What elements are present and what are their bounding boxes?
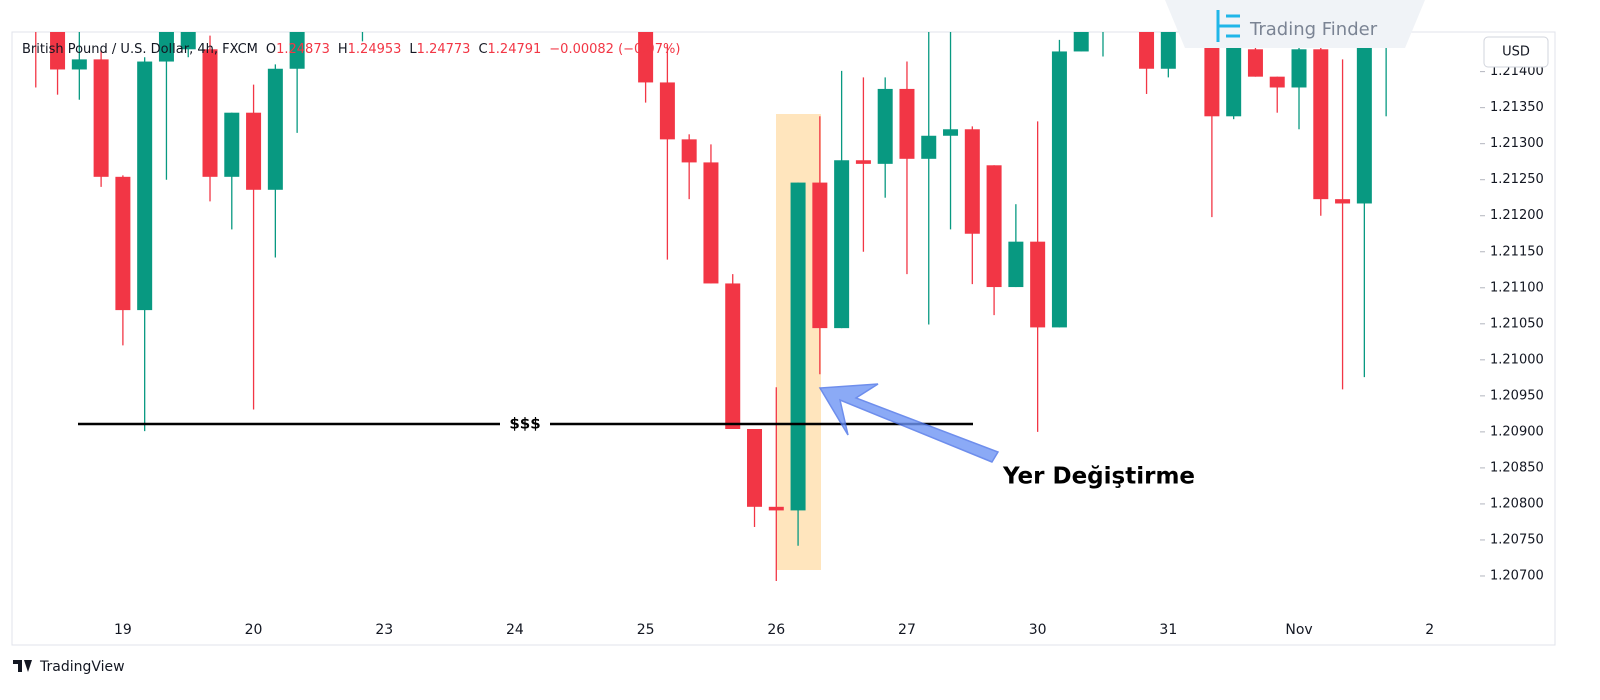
x-tick-label: 2: [1425, 622, 1434, 638]
candle-body: [899, 88, 915, 159]
x-tick-label: 20: [245, 622, 263, 638]
x-tick-label: 31: [1159, 622, 1177, 638]
y-tick-label: 1.21200: [1490, 208, 1544, 223]
x-tick-label: 24: [506, 622, 524, 638]
annotation: Yer Değiştirme: [1002, 464, 1195, 490]
candle-body: [137, 61, 153, 311]
y-tick-label: 1.21050: [1490, 316, 1544, 331]
arrow: [818, 383, 1000, 463]
legend-item: −0.00082 (−0.07%): [549, 42, 680, 57]
y-tick-label: 1.20750: [1490, 532, 1544, 547]
watermark-text: Trading Finder: [1249, 19, 1378, 40]
y-tick-label: 1.21000: [1490, 352, 1544, 367]
candle-body: [834, 160, 850, 329]
footer-brand: TradingView: [39, 659, 125, 675]
x-tick-label: 26: [767, 622, 785, 638]
currency-label[interactable]: USD: [1502, 45, 1530, 60]
y-tick-label: 1.21300: [1490, 136, 1544, 151]
y-tick-label: 1.20950: [1490, 388, 1544, 403]
legend-item: L: [409, 42, 417, 57]
candle-body: [1095, 0, 1110, 14]
candle-body: [1139, 32, 1155, 69]
y-tick-label: 1.21400: [1490, 64, 1544, 79]
candle-body: [1356, 32, 1372, 204]
candle-body: [1335, 199, 1351, 204]
candle-body: [964, 129, 980, 234]
candle-body: [943, 129, 959, 136]
candle-body: [289, 32, 305, 69]
x-tick-label: 25: [637, 622, 655, 638]
candle-body: [267, 68, 283, 190]
candle-body: [1073, 32, 1089, 52]
candle-body: [681, 139, 697, 163]
candle-body: [50, 32, 66, 70]
overlay: 1.20700 1.20750 1.20800 1.20850 1.20900 1.209…: [78, 64, 1544, 638]
legend-item: 1.24791: [488, 42, 542, 57]
x-tick-label: Nov: [1285, 622, 1312, 638]
candle-body: [877, 88, 893, 164]
y-tick-label: 1.21350: [1490, 100, 1544, 115]
y-tick-label: 1.21100: [1490, 280, 1544, 295]
legend-item: 1.24953: [348, 42, 402, 57]
candle-body: [659, 82, 675, 140]
currency-button[interactable]: [1483, 36, 1549, 68]
candle-body: [812, 182, 828, 329]
candle-body: [28, 21, 43, 28]
legend-item: O: [266, 42, 276, 57]
candle-body: [1313, 49, 1329, 200]
candle-body: [855, 160, 871, 164]
candle-body: [1269, 76, 1285, 88]
candle-body: [1291, 49, 1307, 88]
candle-body: [1008, 241, 1024, 288]
candle-body: [355, 0, 370, 7]
y-tick-label: 1.20700: [1490, 568, 1544, 583]
y-tick-label: 1.20900: [1490, 424, 1544, 439]
candle-body: [986, 165, 1002, 288]
legend-item: H: [338, 42, 348, 57]
candle-body: [703, 162, 719, 284]
candle-body: [790, 182, 806, 511]
candle-body: [1247, 49, 1263, 77]
y-tick-label: 1.21250: [1490, 172, 1544, 187]
x-tick-label: 23: [375, 622, 393, 638]
candle-body: [115, 176, 131, 311]
footer-logo: [13, 660, 32, 672]
x-tick-label: 27: [898, 622, 916, 638]
legend-item: 1.24873: [276, 42, 330, 57]
candle-body: [1160, 32, 1176, 69]
candle-body: [93, 59, 109, 177]
candle-body: [224, 112, 240, 177]
legend-item: British Pound / U.S. Dollar, 4h, FXCM: [22, 42, 258, 57]
candle-body: [71, 59, 87, 70]
chart-frame: [11, 31, 1556, 646]
candle-body: [638, 32, 654, 83]
legend-item: 1.24773: [417, 42, 471, 57]
candle-body: [1051, 51, 1067, 328]
y-tick-label: 1.20850: [1490, 460, 1544, 475]
candle-body: [1204, 32, 1220, 117]
candle-body: [1226, 32, 1242, 117]
candle-body: [180, 32, 196, 50]
candle-body: [1030, 241, 1046, 328]
candle-body: [725, 283, 741, 429]
level-label: $$$: [509, 414, 540, 432]
candles: [28, 0, 1387, 582]
y-tick-label: 1.21150: [1490, 244, 1544, 259]
y-tick-label: 1.20800: [1490, 496, 1544, 511]
candle-body: [158, 32, 174, 62]
candle-body: [921, 135, 937, 159]
candle-body: [768, 506, 784, 511]
legend-item: C: [478, 42, 487, 57]
candle-body: [202, 49, 218, 177]
ohlc-legend: British Pound / U.S. Dollar, 4h, FXCM O1.…: [22, 42, 680, 57]
watermark-logo: [1216, 10, 1240, 42]
candle-body: [747, 428, 763, 507]
x-tick-label: 19: [114, 622, 132, 638]
x-tick-label: 30: [1029, 622, 1047, 638]
candle-body: [246, 112, 262, 190]
